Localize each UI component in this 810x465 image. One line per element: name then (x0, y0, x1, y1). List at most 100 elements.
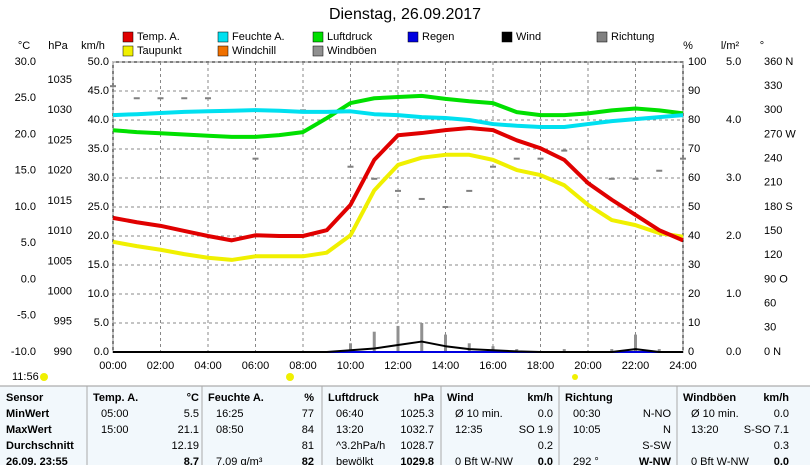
y-tick-label: 45.0 (88, 85, 109, 97)
cell-note: 10:05 (573, 424, 601, 436)
direction-point (418, 197, 425, 200)
table-header: Sensor (6, 392, 44, 404)
cell-value: 0.0 (774, 408, 789, 420)
y-tick-label: 40 (688, 230, 700, 242)
axis-title: °C (18, 40, 30, 52)
gust-bar (634, 334, 637, 352)
cell-value: N (663, 424, 671, 436)
axis-title: hPa (48, 40, 68, 52)
table-background (0, 386, 810, 465)
y-tick-label: 120 (764, 249, 782, 261)
y-tick-label: 80 (688, 114, 700, 126)
y-tick-label: 150 (764, 225, 782, 237)
y-tick-label: 1010 (48, 225, 72, 237)
gust-bar (467, 343, 471, 352)
y-tick-label: 20.0 (15, 128, 36, 140)
y-tick-label: 5.0 (21, 237, 36, 249)
y-tick-label: 90 O (764, 273, 788, 285)
cell-value: 1025.3 (400, 408, 434, 420)
row-label: Durchschnitt (6, 440, 74, 452)
direction-point (442, 206, 449, 208)
column-header: Wind (447, 392, 474, 404)
y-tick-label: 60 (688, 172, 700, 184)
y-tick-label: 10 (688, 317, 700, 329)
y-tick-label: 0.0 (726, 346, 741, 358)
cell-value: SO 1.9 (519, 424, 553, 436)
y-tick-label: 30 (764, 322, 776, 334)
y-tick-label: 50 (688, 201, 700, 213)
y-tick-label: 70 (688, 143, 700, 155)
axis-title: ° (760, 40, 764, 52)
legend-swatch (122, 45, 134, 57)
y-tick-label: 1035 (48, 74, 72, 86)
cell-value: 1032.7 (400, 424, 434, 436)
axis-title: % (683, 40, 693, 52)
row-label: MaxWert (6, 424, 52, 436)
cell-note: Ø 10 min. (455, 408, 503, 420)
direction-point (133, 97, 140, 100)
gust-bar (420, 323, 424, 352)
column-unit: km/h (527, 392, 553, 404)
legend-swatch (407, 31, 419, 43)
direction-point (371, 177, 378, 180)
cell-note: 12:35 (455, 424, 483, 436)
legend-label: Feuchte A. (232, 31, 285, 43)
y-tick-label: 10.0 (88, 288, 109, 300)
y-tick-label: 180 S (764, 201, 793, 213)
y-tick-label: 4.0 (726, 114, 741, 126)
y-tick-label: 60 (764, 298, 776, 310)
column-unit: °C (187, 392, 199, 404)
legend-swatch (596, 31, 608, 43)
cell-note: 13:20 (336, 424, 364, 436)
y-tick-label: 30.0 (15, 56, 36, 68)
y-tick-label: 0 (688, 346, 694, 358)
cell-note: 05:00 (101, 408, 129, 420)
direction-point (608, 177, 615, 180)
series-line (112, 125, 684, 243)
cell-note: 16:25 (216, 408, 244, 420)
gust-bar (657, 349, 661, 352)
cell-note: 15:00 (101, 424, 129, 436)
y-tick-label: 10.0 (15, 201, 36, 213)
direction-point (205, 97, 211, 100)
cell-note: 292 ° (573, 456, 599, 465)
x-tick-label: 02:00 (147, 360, 175, 372)
direction-point (513, 157, 520, 160)
legend-label: Richtung (611, 31, 654, 43)
sun-marker (572, 374, 578, 380)
y-tick-label: 240 (764, 153, 782, 165)
direction-point (490, 165, 496, 168)
cell-note: 13:20 (691, 424, 719, 436)
column-unit: hPa (414, 392, 435, 404)
y-tick-label: 300 (764, 104, 782, 116)
y-tick-label: 40.0 (88, 114, 109, 126)
y-tick-label: 90 (688, 85, 700, 97)
cell-value: 0.0 (774, 456, 789, 465)
chart-title: Dienstag, 26.09.2017 (329, 6, 481, 23)
y-tick-label: 5.0 (726, 56, 741, 68)
column-header: Richtung (565, 392, 613, 404)
cell-value: 0.3 (774, 440, 789, 452)
x-tick-label: 24:00 (669, 360, 697, 372)
y-tick-label: 25.0 (15, 92, 36, 104)
cell-value: W-NW (639, 456, 672, 465)
gust-bar (610, 349, 614, 352)
cell-value: 0.0 (538, 408, 553, 420)
x-tick-label: 06:00 (242, 360, 270, 372)
x-tick-label: 16:00 (479, 360, 507, 372)
cell-value: 0.2 (538, 440, 553, 452)
cell-value: S-SO 7.1 (744, 424, 789, 436)
cell-value: 5.5 (184, 408, 199, 420)
cell-note: 0 Bft W-NW (691, 456, 749, 465)
legend-swatch (217, 45, 229, 57)
direction-point (157, 97, 164, 100)
series-line (112, 108, 684, 129)
gust-bar (372, 331, 376, 352)
legend-label: Windböen (327, 45, 377, 57)
cell-value: 8.7 (184, 456, 199, 465)
sun-marker (286, 373, 294, 381)
x-tick-label: 10:00 (337, 360, 365, 372)
column-header: Luftdruck (328, 392, 380, 404)
gust-bar (491, 346, 495, 352)
legend-swatch (122, 31, 134, 43)
